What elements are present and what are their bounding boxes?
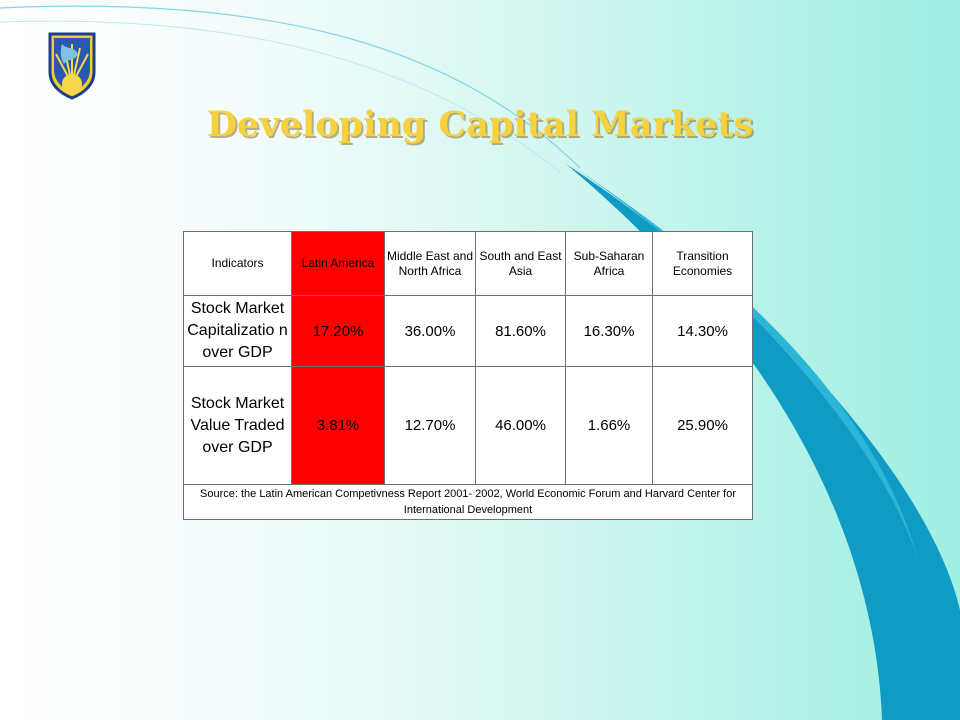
- row-label: Stock Market Capitalizatio n over GDP: [183, 295, 292, 367]
- table-cell: 14.30%: [652, 295, 753, 367]
- table-header-row: Indicators Latin America Middle East and…: [183, 231, 753, 296]
- table-row: Stock Market Value Traded over GDP 3.81%…: [183, 366, 753, 485]
- table-cell: 36.00%: [384, 295, 476, 367]
- table-cell-highlighted: 17.20%: [291, 295, 385, 367]
- column-header: Indicators: [183, 231, 292, 296]
- table-cell: 81.60%: [475, 295, 566, 367]
- table-row: Stock Market Capitalizatio n over GDP 17…: [183, 295, 753, 367]
- column-header: Middle East and North Africa: [384, 231, 476, 296]
- indicator-table: Indicators Latin America Middle East and…: [183, 231, 753, 520]
- source-row: Source: the Latin American Competivness …: [183, 484, 753, 520]
- column-header: Sub-Saharan Africa: [565, 231, 653, 296]
- column-header-highlighted: Latin America: [291, 231, 385, 296]
- column-header: South and East Asia: [475, 231, 566, 296]
- sun-globe-shield-icon: [48, 32, 96, 100]
- table-cell: 16.30%: [565, 295, 653, 367]
- slide-title: Developing Capital Markets: [206, 104, 754, 145]
- source-note: Source: the Latin American Competivness …: [183, 484, 753, 520]
- table-cell: 1.66%: [565, 366, 653, 485]
- table-cell: 46.00%: [475, 366, 566, 485]
- row-label: Stock Market Value Traded over GDP: [183, 366, 292, 485]
- indicator-table-container: Indicators Latin America Middle East and…: [183, 231, 753, 520]
- column-header: Transition Economies: [652, 231, 753, 296]
- table-cell: 25.90%: [652, 366, 753, 485]
- table-cell: 12.70%: [384, 366, 476, 485]
- table-cell-highlighted: 3.81%: [291, 366, 385, 485]
